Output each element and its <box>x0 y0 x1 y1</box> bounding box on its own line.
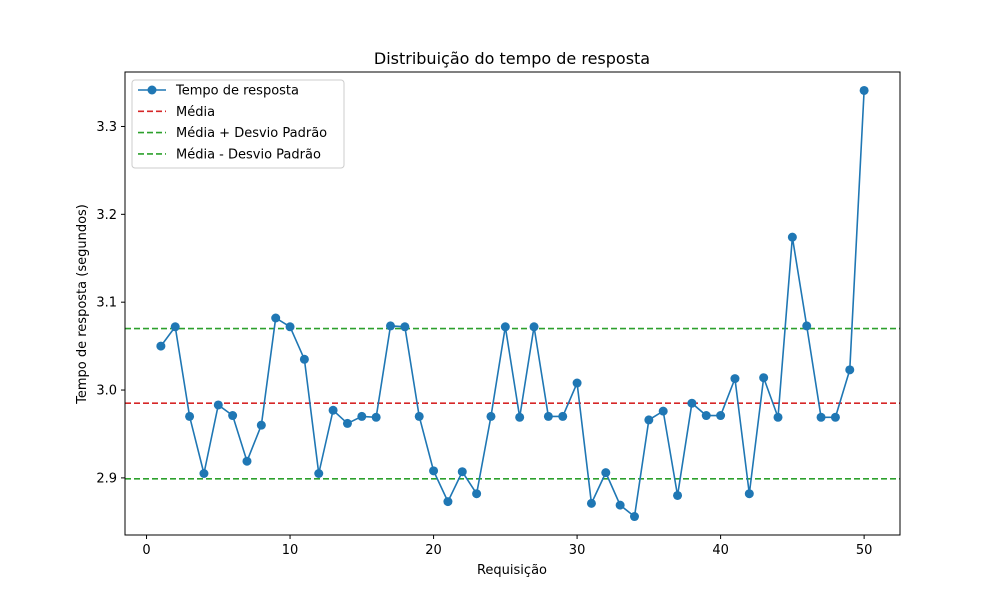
data-point <box>716 411 726 421</box>
data-point <box>314 469 324 479</box>
data-point <box>213 400 223 410</box>
data-point <box>644 415 654 425</box>
data-point <box>357 411 367 421</box>
chart-title: Distribuição do tempo de resposta <box>374 49 650 68</box>
data-point <box>486 411 496 421</box>
data-point <box>386 321 396 331</box>
data-point <box>701 411 711 421</box>
y-tick-label: 3.1 <box>96 296 117 311</box>
plot-area <box>125 85 900 522</box>
y-axis: 2.9 3.0 3.1 3.2 3.3 <box>96 120 125 486</box>
x-tick-label: 10 <box>282 543 299 558</box>
data-point <box>285 322 295 332</box>
legend-label: Média <box>176 105 215 120</box>
legend: Tempo de resposta Média Média + Desvio Pad… <box>131 79 345 169</box>
x-axis: 0 10 20 30 40 50 <box>142 535 872 558</box>
legend-marker <box>147 85 157 95</box>
data-point <box>730 374 740 384</box>
data-point <box>371 412 381 422</box>
plot-frame <box>124 71 901 536</box>
data-point <box>429 466 439 476</box>
data-point <box>601 468 611 478</box>
data-point <box>558 411 568 421</box>
data-point <box>773 412 783 422</box>
data-point <box>673 490 683 500</box>
x-tick-label: 0 <box>142 543 150 558</box>
legend-box <box>131 79 345 169</box>
y-axis-label: Tempo de resposta (segundos) <box>75 204 90 405</box>
data-point <box>256 420 266 430</box>
data-point <box>443 497 453 507</box>
data-point <box>400 322 410 332</box>
data-point <box>170 322 180 332</box>
data-point <box>500 322 510 332</box>
data-point <box>457 467 467 477</box>
y-tick-label: 3.3 <box>96 120 117 135</box>
data-point <box>271 313 281 323</box>
data-point <box>572 378 582 388</box>
x-axis-label: Requisição <box>477 563 547 578</box>
data-point <box>687 398 697 408</box>
legend-entry-mean-minus-std: Média - Desvio Padrão <box>138 147 321 162</box>
data-point <box>515 412 525 422</box>
data-point <box>529 322 539 332</box>
x-tick-label: 40 <box>712 543 729 558</box>
data-point <box>299 354 309 364</box>
legend-entry-mean-plus-std: Média + Desvio Padrão <box>138 126 327 141</box>
data-point <box>342 418 352 428</box>
data-point <box>586 498 596 508</box>
data-point <box>845 365 855 375</box>
x-tick-label: 50 <box>856 543 873 558</box>
x-tick-label: 30 <box>569 543 586 558</box>
data-point <box>759 373 769 383</box>
x-tick-label: 20 <box>425 543 442 558</box>
data-point <box>830 412 840 422</box>
data-point <box>543 411 553 421</box>
y-tick-label: 3.2 <box>96 208 117 223</box>
data-point <box>414 411 424 421</box>
legend-entry-mean: Média <box>138 105 215 120</box>
data-point <box>802 321 812 331</box>
data-point <box>787 232 797 242</box>
legend-entry-response-time: Tempo de resposta <box>138 84 299 99</box>
data-point <box>185 411 195 421</box>
y-tick-label: 2.9 <box>96 471 117 486</box>
y-tick-label: 3.0 <box>96 384 117 399</box>
data-point <box>328 405 338 415</box>
legend-label: Tempo de resposta <box>175 84 299 99</box>
data-point <box>744 489 754 499</box>
data-point <box>228 411 238 421</box>
data-point <box>199 469 209 479</box>
data-point <box>156 341 166 351</box>
data-point <box>658 406 668 416</box>
data-point <box>859 85 869 95</box>
data-point <box>629 512 639 522</box>
legend-label: Média - Desvio Padrão <box>176 147 321 162</box>
data-point <box>615 500 625 510</box>
data-point <box>242 456 252 466</box>
data-point <box>472 489 482 499</box>
legend-label: Média + Desvio Padrão <box>176 126 327 141</box>
data-point <box>816 412 826 422</box>
